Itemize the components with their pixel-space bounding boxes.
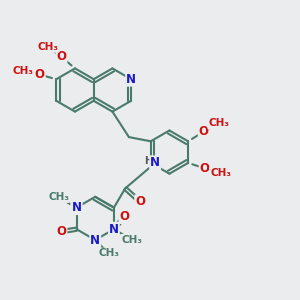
Text: O: O <box>135 195 145 208</box>
Text: N: N <box>109 223 119 236</box>
Text: O: O <box>56 225 67 238</box>
Text: CH₃: CH₃ <box>38 42 58 52</box>
Text: CH₃: CH₃ <box>13 66 34 76</box>
Text: N: N <box>71 201 82 214</box>
Text: O: O <box>199 125 209 138</box>
Text: H: H <box>144 156 152 167</box>
Text: O: O <box>200 162 210 175</box>
Text: CH₃: CH₃ <box>210 167 231 178</box>
Text: N: N <box>150 156 160 170</box>
Text: CH₃: CH₃ <box>98 248 119 259</box>
Text: CH₃: CH₃ <box>48 192 69 202</box>
Text: O: O <box>35 68 45 81</box>
Text: N: N <box>71 201 82 214</box>
Text: CH₃: CH₃ <box>122 235 142 245</box>
Text: N: N <box>126 73 136 86</box>
Text: N: N <box>90 233 100 247</box>
Text: O: O <box>56 50 67 64</box>
Text: O: O <box>119 210 129 223</box>
Text: CH₃: CH₃ <box>208 118 229 128</box>
